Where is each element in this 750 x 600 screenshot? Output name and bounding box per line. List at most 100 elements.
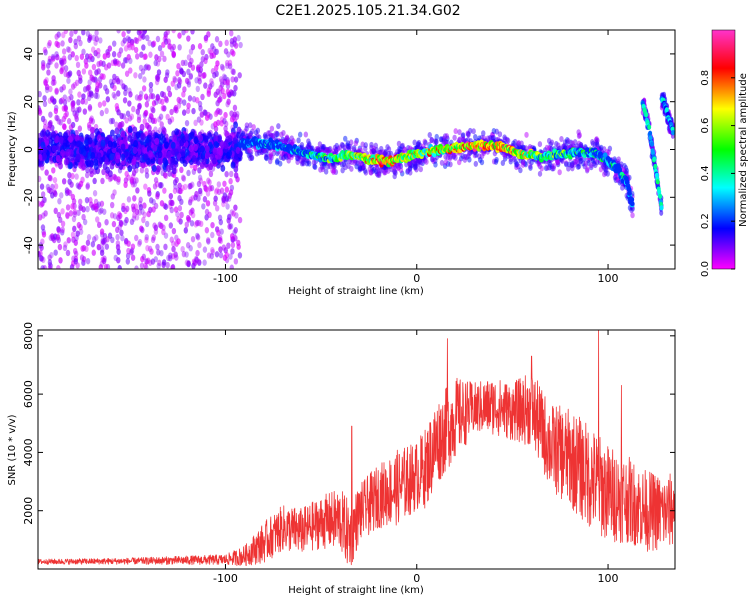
noise-cell (49, 251, 54, 259)
noise-cell (163, 243, 168, 251)
track-haze-cell (551, 165, 556, 172)
noise-cell (229, 41, 235, 48)
noise-cell (51, 167, 56, 174)
track-haze-cell (412, 139, 417, 146)
noise-cell (116, 214, 121, 222)
noise-cell (95, 216, 100, 223)
noise-cell (58, 216, 63, 223)
noise-cell (184, 221, 190, 228)
noise-cell (186, 102, 191, 109)
band-cell (109, 162, 115, 170)
band-cell (199, 145, 205, 153)
noise-cell (54, 33, 59, 40)
noise-cell (202, 72, 207, 79)
track-haze-cell (457, 159, 462, 166)
noise-cell (88, 117, 94, 124)
track-haze-cell (474, 151, 479, 158)
noise-cell (43, 210, 48, 217)
noise-cell (198, 105, 203, 112)
side-track-cell (659, 205, 664, 211)
noise-cell (149, 197, 154, 204)
noise-cell (54, 87, 59, 95)
band-cell (42, 153, 47, 161)
noise-cell (96, 68, 101, 75)
noise-cell (233, 84, 238, 92)
noise-cell (220, 65, 226, 72)
noise-cell (116, 176, 121, 183)
noise-cell (177, 78, 183, 85)
noise-cell (63, 65, 69, 72)
band-cell (75, 140, 81, 148)
noise-cell (180, 245, 185, 253)
noise-cell (56, 227, 62, 234)
noise-cell (99, 249, 105, 257)
noise-cell (65, 204, 71, 211)
band-cell (62, 132, 68, 140)
noise-cell (226, 242, 231, 249)
noise-cell (126, 30, 131, 34)
noise-cell (66, 77, 71, 84)
noise-cell (110, 117, 115, 125)
noise-cell (218, 84, 223, 92)
track-haze-cell (493, 158, 499, 165)
noise-cell (229, 37, 235, 45)
track-haze-cell (477, 157, 483, 164)
noise-cell (183, 183, 188, 191)
track-haze-cell (353, 140, 359, 147)
noise-cell (41, 62, 46, 69)
track-haze-cell (303, 131, 309, 138)
noise-cell (50, 183, 55, 191)
noise-cell (87, 105, 93, 112)
noise-cell (162, 171, 168, 179)
noise-cell (227, 63, 233, 70)
noise-cell (178, 218, 183, 225)
track-haze-cell (497, 131, 503, 138)
band-cell (146, 124, 152, 132)
noise-cell (144, 234, 149, 241)
band-cell (227, 135, 233, 143)
noise-cell (115, 244, 121, 251)
noise-cell (67, 46, 72, 54)
noise-cell (206, 238, 211, 245)
noise-cell (40, 115, 46, 123)
noise-cell (126, 54, 131, 61)
noise-cell (195, 234, 201, 241)
noise-cell (219, 63, 225, 71)
noise-cell (63, 70, 68, 78)
track-haze-cell (418, 166, 423, 173)
noise-cell (56, 31, 61, 38)
track-haze-cell (528, 164, 533, 171)
noise-cell (104, 219, 109, 226)
noise-cell (60, 97, 65, 104)
noise-cell (172, 75, 177, 83)
track-haze-cell (576, 129, 581, 136)
band-cell (152, 144, 158, 152)
noise-cell (170, 264, 176, 269)
noise-cell (75, 262, 80, 269)
noise-cell (165, 261, 170, 269)
noise-cell (210, 43, 215, 50)
band-cell (205, 151, 211, 159)
noise-cell (169, 236, 174, 243)
noise-cell (222, 92, 227, 100)
band-cell (131, 158, 137, 166)
track-haze-cell (279, 150, 284, 157)
noise-cell (155, 94, 160, 102)
track-haze-cell (263, 134, 269, 141)
noise-cell (163, 203, 169, 210)
noise-cell (236, 34, 241, 42)
noise-cell (96, 201, 102, 208)
side-track-cell (652, 156, 657, 162)
band-cell (51, 145, 57, 153)
noise-cell (85, 183, 90, 190)
noise-cell (40, 265, 45, 269)
noise-cell (112, 173, 117, 181)
noise-cell (167, 90, 173, 98)
noise-cell (62, 58, 67, 65)
noise-cell (198, 187, 203, 195)
side-track-cell (647, 124, 652, 130)
band-cell (55, 155, 61, 163)
noise-cell (73, 30, 78, 35)
noise-cell (223, 48, 229, 55)
